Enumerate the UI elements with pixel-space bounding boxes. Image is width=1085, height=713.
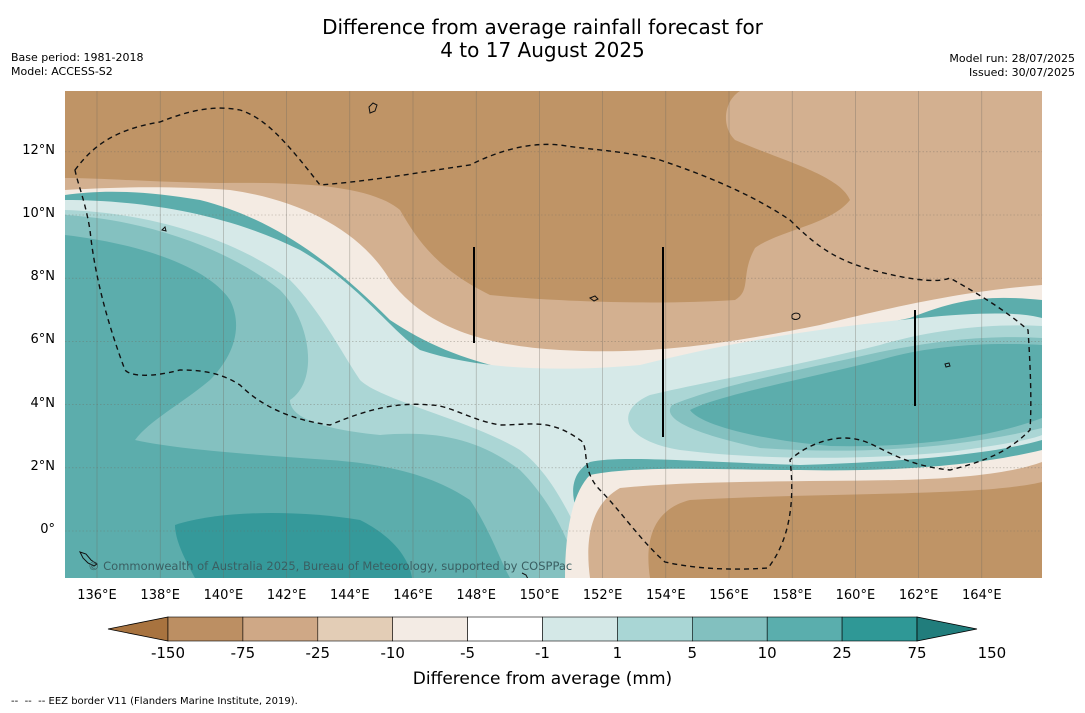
colorbar-swatch <box>766 616 843 642</box>
marker-lines <box>473 247 916 437</box>
dry-south-strong <box>648 482 1042 578</box>
colorbar-tick-label: 150 <box>977 644 1007 662</box>
lat-label: 10°N <box>22 206 55 221</box>
colorbar-tick-label: -150 <box>150 644 186 662</box>
title-line-1: Difference from average rainfall forecas… <box>322 15 763 39</box>
lon-label: 154°E <box>646 588 686 603</box>
lat-label: 6°N <box>30 332 56 348</box>
model-name: Model: ACCESS-S2 <box>11 65 113 78</box>
colorbar-swatch <box>242 616 319 642</box>
colorbar-swatch <box>617 616 693 642</box>
colorbar-extend-high <box>916 616 978 642</box>
colorbar-swatch <box>392 616 468 642</box>
lon-label: 162°E <box>898 588 939 603</box>
meta-left: Base period: 1981-2018 Model: ACCESS-S2 <box>11 51 143 79</box>
title-line-2: 4 to 17 August 2025 <box>440 38 645 62</box>
lat-label: 4°N <box>30 395 56 411</box>
dry-strong-band <box>65 91 850 303</box>
eez-border <box>74 107 1032 570</box>
wet-strong-east <box>690 343 1042 447</box>
lat-label: 8°N <box>30 269 56 285</box>
model-run: Model run: 28/07/2025 <box>949 52 1075 65</box>
grid-lines <box>65 91 1042 578</box>
colorbar <box>107 616 978 642</box>
lon-label: 152°E <box>582 588 623 603</box>
lon-label: 142°E <box>266 588 307 603</box>
lon-label: 148°E <box>456 588 496 603</box>
colorbar-tick-label: 75 <box>907 644 927 662</box>
lon-label: 160°E <box>835 588 876 603</box>
base-period: Base period: 1981-2018 <box>11 51 144 64</box>
island-outlines <box>79 102 951 578</box>
eez-legend-footer: -- -- -- EEZ border V11 (Flanders Marine… <box>11 696 298 707</box>
lon-label: 158°E <box>772 588 812 603</box>
lat-label: 2°N <box>30 458 56 474</box>
colorbar-tick-label: 25 <box>832 644 852 662</box>
lat-label: 12°N <box>22 142 55 158</box>
lon-label: 156°E <box>709 588 749 603</box>
colorbar-tick-label: -5 <box>460 644 476 662</box>
lon-label: 136°E <box>77 588 117 603</box>
wet-strong-band <box>65 235 510 578</box>
lon-label: 140°E <box>203 588 244 603</box>
colorbar-tick-label: 10 <box>757 644 777 662</box>
colorbar-tick-label: -10 <box>380 644 405 662</box>
lon-label: 164°E <box>962 588 1002 603</box>
colorbar-tick-label: -25 <box>305 644 331 662</box>
colorbar-swatch <box>317 616 393 642</box>
colorbar-swatch <box>542 616 618 642</box>
meta-right: Model run: 28/07/2025 Issued: 30/07/2025 <box>949 52 1075 80</box>
issued-date: Issued: 30/07/2025 <box>968 66 1075 79</box>
lat-label: 0° <box>40 522 55 537</box>
map-fill <box>65 91 1042 578</box>
colorbar-swatch <box>467 616 543 642</box>
colorbar-extend-low <box>107 616 169 642</box>
lon-label: 138°E <box>140 588 180 603</box>
colorbar-swatch <box>691 616 768 642</box>
wet-max-band <box>175 513 412 578</box>
copyright-notice: © Commonwealth of Australia 2025, Bureau… <box>88 559 573 573</box>
colorbar-title: Difference from average (mm) <box>412 669 673 689</box>
colorbar-swatch <box>167 616 244 642</box>
lon-label: 150°E <box>519 588 560 603</box>
colorbar-swatch <box>841 616 918 642</box>
colorbar-tick-label: -1 <box>535 644 550 662</box>
colorbar-tick-label: -75 <box>230 644 256 662</box>
lon-label: 144°E <box>330 588 370 603</box>
colorbar-tick-label: 1 <box>612 644 623 662</box>
colorbar-tick-label: 5 <box>687 644 698 662</box>
lon-label: 146°E <box>393 588 433 603</box>
